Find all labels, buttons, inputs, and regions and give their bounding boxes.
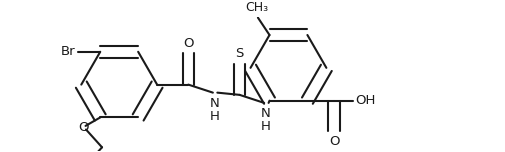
Text: H: H [261, 120, 270, 133]
Text: CH₃: CH₃ [245, 1, 268, 14]
Text: O: O [328, 135, 339, 149]
Text: N: N [210, 97, 219, 110]
Text: H: H [209, 110, 219, 123]
Text: OH: OH [355, 94, 375, 107]
Text: Br: Br [61, 45, 76, 58]
Text: O: O [78, 121, 88, 134]
Text: O: O [183, 37, 193, 50]
Text: N: N [261, 107, 270, 120]
Text: S: S [235, 47, 243, 60]
